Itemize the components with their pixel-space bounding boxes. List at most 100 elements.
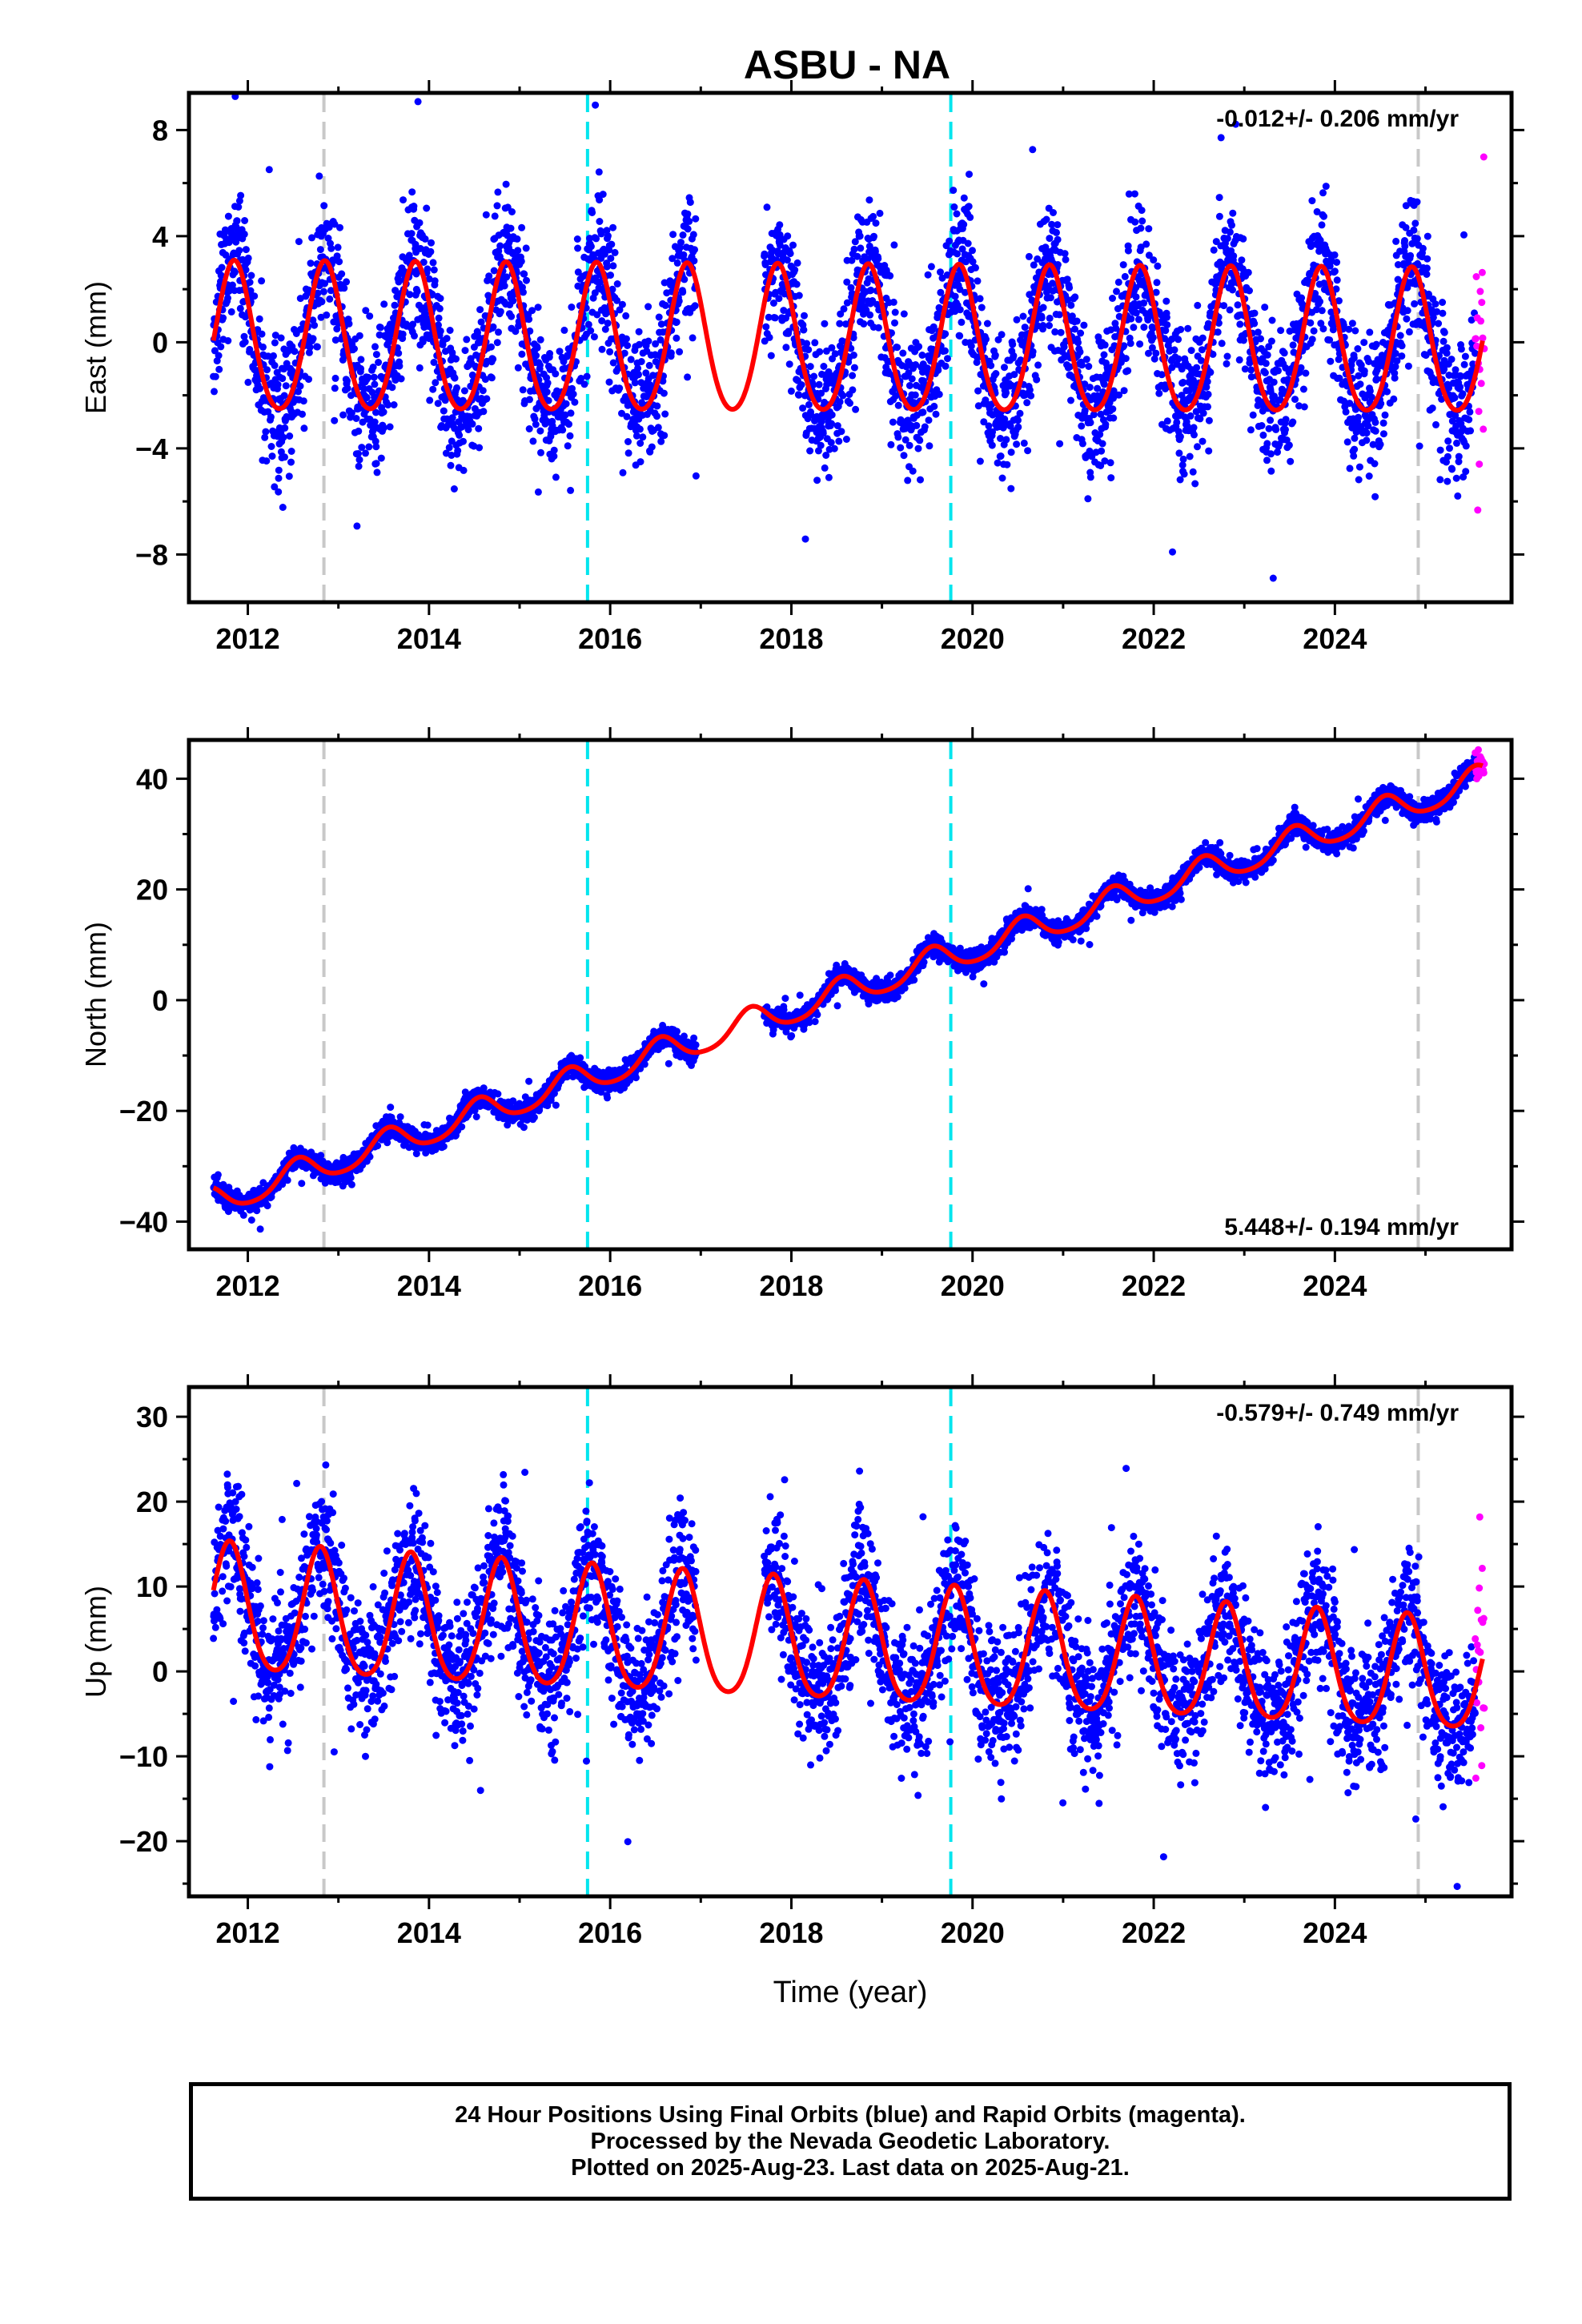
data-point [1419,244,1427,252]
data-point [849,372,857,380]
data-point [241,217,249,224]
data-point [998,331,1006,339]
data-point [1268,316,1276,324]
data-point [836,320,844,328]
data-point [1327,308,1335,316]
data-point [822,347,830,355]
data-point [1081,407,1089,415]
data-point [1125,190,1133,198]
data-point [1113,287,1120,296]
data-point [1469,360,1477,368]
data-point [897,444,905,452]
data-point [1145,225,1153,233]
data-point [1445,384,1453,392]
data-point [1373,375,1380,383]
data-point [635,328,643,336]
data-point [480,1084,488,1092]
data-point [1084,495,1092,503]
data-point [436,327,444,335]
data-point [1155,389,1163,397]
data-point [460,387,468,395]
data-point [763,203,771,211]
data-point [1154,262,1162,270]
data-point [1026,386,1034,394]
data-point [411,332,418,340]
data-point [321,279,329,287]
data-point [287,448,295,455]
data-point [1131,218,1139,226]
data-point [1193,364,1201,372]
data-point [1120,342,1128,350]
data-point [608,285,616,293]
data-point [870,232,877,240]
data-point [874,324,882,332]
data-point [761,250,769,258]
data-point [1218,340,1226,348]
data-point [1191,480,1199,488]
data-point [1407,251,1415,259]
data-point [1174,355,1182,363]
data-point [891,319,898,327]
data-point [894,401,902,409]
data-point [1402,202,1410,210]
data-point [1100,351,1108,359]
data-point [865,196,873,204]
data-point [1066,363,1074,371]
data-point [1234,301,1242,309]
data-point [871,247,879,255]
data-point [241,338,249,346]
data-point [1391,374,1399,382]
data-point [1289,418,1297,426]
data-point [795,391,803,399]
data-point [1096,431,1104,438]
data-point [1020,439,1028,447]
data-point [567,409,575,417]
data-point [283,1176,291,1184]
data-point [1158,371,1166,379]
data-point [264,408,272,416]
data-point [590,333,598,341]
data-point [776,221,784,229]
data-point [1017,356,1025,364]
data-point [916,436,924,444]
data-point [1356,380,1364,388]
data-point [624,438,632,445]
data-point [692,472,700,480]
data-point [1343,438,1351,446]
data-point [362,449,369,457]
data-point [448,452,456,459]
data-point [1229,286,1236,294]
data-point [331,336,339,344]
y-tick-label: 4 [152,220,168,253]
data-point [1145,349,1152,357]
data-point [762,323,770,331]
data-point [943,271,951,279]
data-point [211,372,219,380]
data-point [1051,328,1059,336]
data-point [620,349,628,357]
data-point [494,188,502,196]
data-point [224,337,232,344]
data-point [448,414,456,422]
data-point [1307,319,1315,327]
data-point [534,488,542,496]
data-point [396,1113,404,1121]
data-point [518,223,526,231]
data-point [1423,271,1431,278]
data-point [1394,261,1402,268]
data-point [973,359,981,366]
data-point [618,300,626,308]
data-point [851,238,859,246]
data-point [1267,337,1275,345]
data-point [531,415,539,423]
data-point [1114,278,1122,286]
data-point [514,364,522,372]
data-point [357,356,365,364]
data-point [679,231,687,239]
data-point [636,340,643,348]
data-point [673,259,681,267]
data-point [849,352,857,359]
data-point [256,384,263,392]
rapid-data-point [1477,380,1485,388]
